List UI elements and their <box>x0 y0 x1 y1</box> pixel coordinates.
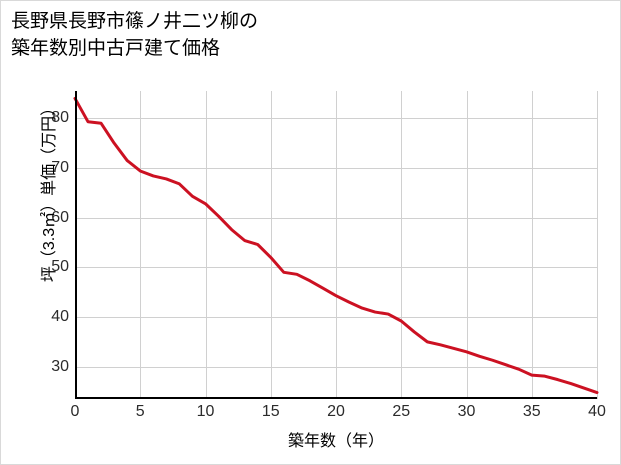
y-tick-label: 40 <box>51 308 69 326</box>
y-tick-label: 70 <box>51 159 69 176</box>
y-tick-label: 30 <box>51 357 69 375</box>
x-tick-label: 10 <box>196 403 215 420</box>
x-tick-label: 35 <box>522 403 541 420</box>
series-line-chart <box>73 96 599 395</box>
gridline-vertical <box>531 91 533 399</box>
y-tick-label: 80 <box>51 109 69 127</box>
plot-area <box>73 91 599 399</box>
gridline-vertical <box>401 91 403 399</box>
x-axis-ticks: 0 5 10 15 20 25 30 35 40 <box>71 403 606 427</box>
x-tick-label: 15 <box>261 403 280 420</box>
x-tick-label: 20 <box>327 403 345 420</box>
y-tick-label: 50 <box>51 258 69 276</box>
y-axis-label: 坪（3.3㎡）単価（万円） <box>41 99 58 283</box>
x-tick-label: 30 <box>457 403 476 420</box>
x-tick-label: 5 <box>135 403 145 420</box>
x-tick-label: 40 <box>588 403 606 420</box>
gridline-vertical <box>466 91 468 399</box>
y-tick-label: 60 <box>51 208 69 226</box>
x-axis-label: 築年数（年） <box>287 433 384 450</box>
x-tick-label: 25 <box>392 403 411 420</box>
plot-frame <box>75 91 597 399</box>
x-tick-label: 0 <box>70 403 80 420</box>
chart-title: 長野県長野市篠ノ井二ツ柳の 築年数別中古戸建て価格 <box>11 11 259 59</box>
gridline-vertical <box>140 91 142 399</box>
gridline-vertical <box>336 91 337 399</box>
gridline-vertical <box>270 91 272 399</box>
y-axis-ticks: 30 40 50 60 70 80 <box>37 91 69 399</box>
gridline-vertical <box>205 91 207 399</box>
gridline-vertical <box>597 91 598 399</box>
price-trend-line <box>73 96 599 395</box>
